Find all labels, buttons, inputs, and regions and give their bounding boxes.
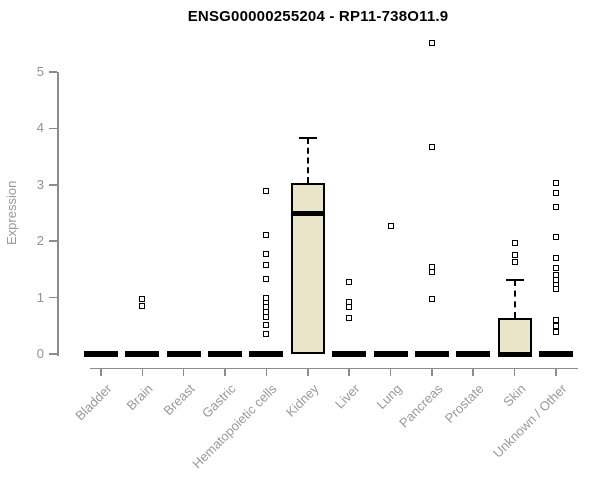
outlier-point [552,317,559,324]
x-tick-label-unknown-other: Unknown / Other [489,381,570,461]
x-axis-tick [265,368,268,376]
x-axis-tick [513,368,516,376]
x-tick-label-gastric: Gastric [198,381,239,421]
x-axis-tick [389,368,392,376]
box-kidney [290,182,325,354]
y-axis-tick [49,240,57,242]
zero-box-hematopoietic-cells [249,351,284,357]
y-axis-tick [49,296,57,299]
outlier-point [263,275,270,282]
zero-box-unknown-other [538,351,573,357]
x-axis-tick [472,368,474,376]
outlier-point [428,144,435,150]
outlier-point [511,251,518,258]
y-axis-tick [49,184,57,186]
y-tick-label: 4 [36,120,44,136]
outlier-point [552,203,559,210]
outlier-point [263,231,270,238]
outlier-point [346,304,353,311]
outlier-point [552,286,559,293]
y-tick-label: 3 [36,176,44,192]
zero-box-pancreas [414,351,449,357]
whisker-kidney [306,137,309,183]
outlier-point [428,39,435,46]
median-skin [497,351,532,357]
x-axis-tick [348,368,350,376]
x-axis-tick [555,368,557,376]
x-tick-label-pancreas: Pancreas [396,381,446,431]
zero-box-breast [166,351,201,357]
median-kidney [290,210,325,216]
x-tick-label-skin: Skin [499,381,529,410]
outlier-point [428,269,435,276]
x-tick-label-brain: Brain [123,381,156,414]
chart-title: ENSG00000255204 - RP11-738O11.9 [187,8,449,25]
x-axis-tick [100,368,102,376]
outlier-point [552,180,559,187]
zero-box-lung [373,351,408,357]
whisker-cap-kidney [298,136,317,140]
outlier-point [552,190,559,197]
outlier-point [263,188,270,194]
x-tick-label-kidney: Kidney [282,381,322,420]
outlier-point [139,295,146,302]
outlier-point [346,278,353,285]
y-tick-label: 1 [36,289,44,305]
x-axis-tick [141,368,144,376]
outlier-point [346,314,353,321]
outlier-point [428,295,435,302]
x-tick-label-liver: Liver [332,381,363,412]
x-tick-label-breast: Breast [160,381,198,419]
y-axis-line [57,72,59,356]
y-tick-label: 5 [36,64,44,79]
outlier-point [387,222,394,229]
x-tick-label-prostate: Prostate [441,381,487,426]
outlier-point [263,251,270,258]
whisker-skin [513,280,516,319]
outlier-point [552,234,559,241]
x-axis-tick [224,368,226,376]
box-skin [497,318,532,354]
zero-box-liver [332,351,367,357]
y-axis-tick [49,353,57,355]
outlier-point [552,329,559,335]
x-axis-tick [182,368,185,376]
y-tick-label: 0 [36,346,44,361]
zero-box-prostate [456,351,491,357]
outlier-point [263,322,270,329]
whisker-cap-skin [505,278,524,282]
x-axis-tick [307,368,309,376]
outlier-point [139,303,146,310]
outlier-point [263,261,270,268]
outlier-point [263,331,270,338]
x-axis-tick [431,368,433,376]
outlier-point [511,259,518,266]
x-axis-line [90,367,578,369]
zero-box-brain [125,351,160,357]
y-axis-tick [49,127,57,130]
y-axis-tick [49,71,57,73]
outlier-point [552,265,559,272]
y-tick-label: 2 [36,233,44,249]
zero-box-gastric [208,351,243,357]
outlier-point [552,255,559,262]
outlier-point [552,322,559,329]
outlier-point [511,239,518,246]
x-tick-label-bladder: Bladder [72,381,115,424]
outlier-point [263,313,270,320]
zero-box-bladder [84,351,118,357]
x-tick-label-lung: Lung [373,381,405,413]
